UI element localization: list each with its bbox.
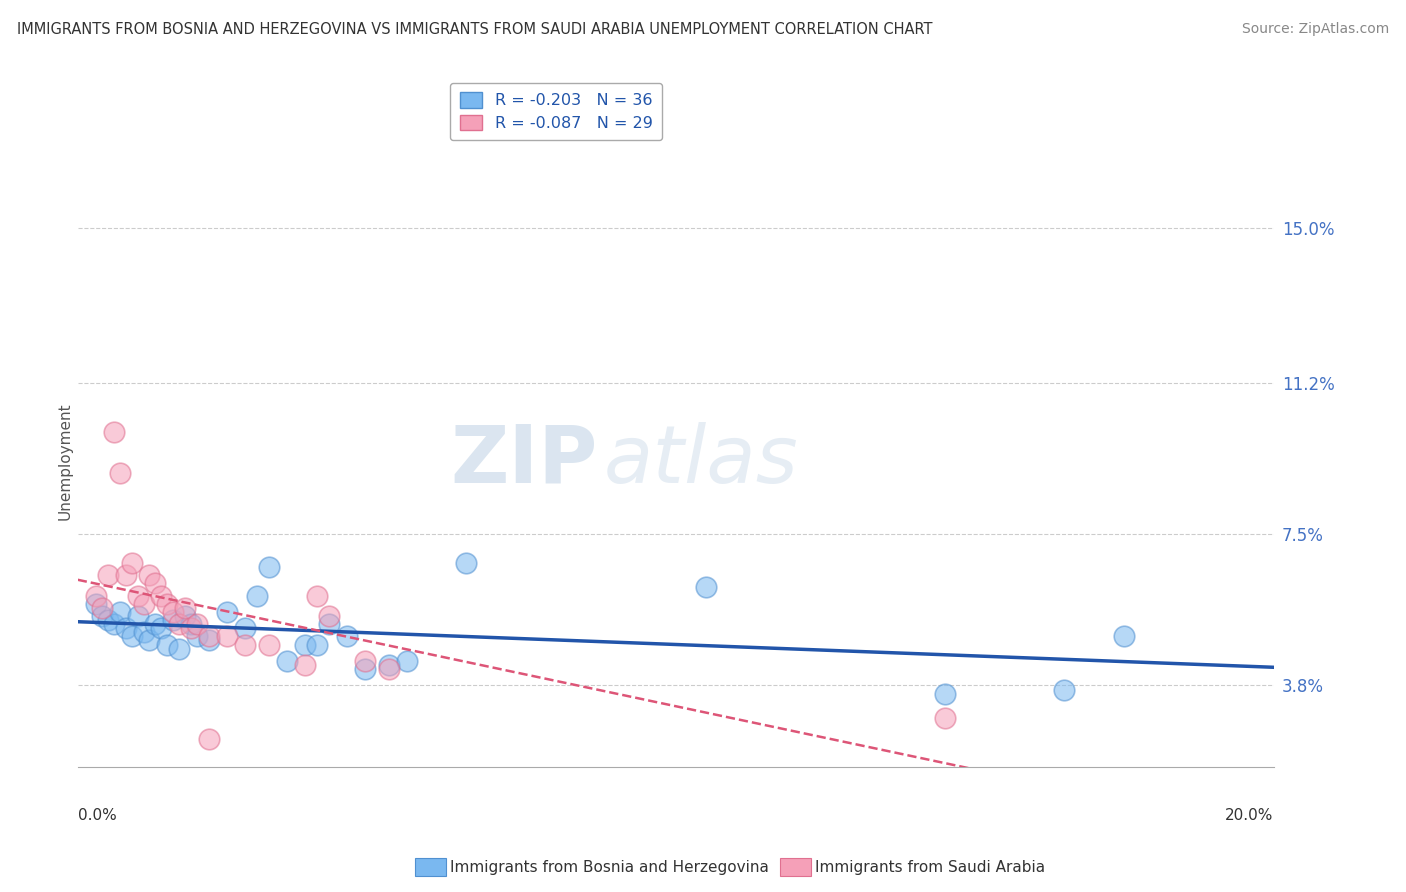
Text: 0.0%: 0.0% <box>77 808 117 823</box>
Point <box>180 621 202 635</box>
Point <box>318 609 340 624</box>
Point <box>186 617 208 632</box>
Point <box>121 629 143 643</box>
Point <box>217 605 239 619</box>
Point <box>1114 629 1136 643</box>
Point <box>294 638 316 652</box>
Point <box>150 621 173 635</box>
Point <box>180 617 202 632</box>
Point <box>353 654 375 668</box>
Point <box>217 629 239 643</box>
Text: Source: ZipAtlas.com: Source: ZipAtlas.com <box>1241 22 1389 37</box>
Point <box>103 425 125 439</box>
Point <box>198 633 221 648</box>
Point <box>934 687 956 701</box>
Point <box>198 731 221 746</box>
Point <box>162 613 184 627</box>
Point <box>162 605 184 619</box>
Point <box>145 617 167 632</box>
Point <box>1053 682 1076 697</box>
Point <box>132 597 155 611</box>
Point <box>90 609 112 624</box>
Point <box>233 621 256 635</box>
Point <box>336 629 359 643</box>
Point <box>353 662 375 676</box>
Point <box>174 609 197 624</box>
Point <box>934 711 956 725</box>
Point <box>318 617 340 632</box>
Point <box>246 589 269 603</box>
Point <box>108 466 131 480</box>
Point <box>395 654 418 668</box>
Point <box>257 560 280 574</box>
Point <box>305 638 328 652</box>
Point <box>97 568 120 582</box>
Point <box>233 638 256 652</box>
Point <box>138 568 160 582</box>
Legend: R = -0.203   N = 36, R = -0.087   N = 29: R = -0.203 N = 36, R = -0.087 N = 29 <box>450 83 662 140</box>
Point <box>305 589 328 603</box>
Text: IMMIGRANTS FROM BOSNIA AND HERZEGOVINA VS IMMIGRANTS FROM SAUDI ARABIA UNEMPLOYM: IMMIGRANTS FROM BOSNIA AND HERZEGOVINA V… <box>17 22 932 37</box>
Point <box>127 589 149 603</box>
Point <box>114 621 136 635</box>
Point <box>198 629 221 643</box>
Point <box>114 568 136 582</box>
Text: 20.0%: 20.0% <box>1225 808 1274 823</box>
Y-axis label: Unemployment: Unemployment <box>58 402 72 519</box>
Point <box>174 600 197 615</box>
Text: Immigrants from Bosnia and Herzegovina: Immigrants from Bosnia and Herzegovina <box>450 861 769 875</box>
Point <box>377 662 399 676</box>
Point <box>97 613 120 627</box>
Text: ZIP: ZIP <box>451 422 598 500</box>
Point <box>132 625 155 640</box>
Point <box>456 556 478 570</box>
Point <box>377 658 399 673</box>
Point <box>276 654 298 668</box>
Point <box>186 629 208 643</box>
Point <box>169 617 191 632</box>
Point <box>84 597 107 611</box>
Point <box>84 589 107 603</box>
Text: atlas: atlas <box>605 422 799 500</box>
Text: Immigrants from Saudi Arabia: Immigrants from Saudi Arabia <box>815 861 1046 875</box>
Point <box>121 556 143 570</box>
Point <box>156 638 179 652</box>
Point <box>127 609 149 624</box>
Point <box>145 576 167 591</box>
Point <box>695 580 717 594</box>
Point <box>156 597 179 611</box>
Point <box>257 638 280 652</box>
Point <box>294 658 316 673</box>
Point <box>103 617 125 632</box>
Point <box>150 589 173 603</box>
Point <box>90 600 112 615</box>
Point <box>108 605 131 619</box>
Point <box>138 633 160 648</box>
Point <box>169 641 191 656</box>
